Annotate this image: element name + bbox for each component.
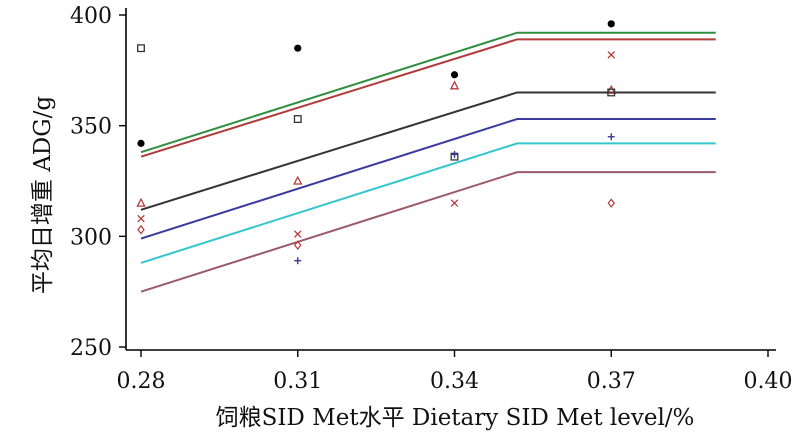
x-ticks: 0.28 0.31 0.34 0.37 0.40 bbox=[117, 350, 793, 394]
y-tick-label: 400 bbox=[70, 4, 112, 29]
y-tick-label: 300 bbox=[70, 225, 112, 250]
axes bbox=[125, 8, 776, 351]
data-point-cross bbox=[293, 230, 302, 238]
data-point-diamond bbox=[607, 198, 616, 208]
data-point-diamond bbox=[293, 240, 302, 250]
data-point-dot bbox=[607, 20, 615, 28]
data-point-square bbox=[607, 88, 616, 97]
data-point-triangle bbox=[293, 175, 303, 185]
data-point-plus bbox=[294, 257, 302, 265]
series-line-5 bbox=[140, 142, 716, 264]
series-line-1 bbox=[140, 31, 716, 154]
y-tick-label: 250 bbox=[70, 336, 112, 361]
data-point-cross bbox=[137, 214, 145, 223]
data-point-square bbox=[137, 44, 145, 53]
data-point-diamond bbox=[137, 224, 145, 235]
y-axis-title: 平均日增重 ADG/g bbox=[30, 96, 56, 294]
series-line-3 bbox=[140, 91, 716, 211]
data-point-plus bbox=[607, 133, 615, 141]
x-tick-label: 0.37 bbox=[587, 369, 636, 394]
series-markers bbox=[136, 20, 616, 265]
data-point-square bbox=[293, 115, 302, 123]
series-line-4 bbox=[140, 118, 716, 240]
data-point-triangle bbox=[136, 197, 146, 207]
data-point-cross bbox=[450, 199, 459, 207]
series-line-6 bbox=[140, 171, 716, 293]
data-point-plus bbox=[451, 150, 458, 158]
x-tick-label: 0.40 bbox=[744, 369, 793, 394]
data-point-dot bbox=[294, 44, 302, 52]
x-axis-title: 饲粮SID Met水平 Dietary SID Met level/% bbox=[216, 405, 695, 431]
x-tick-label: 0.34 bbox=[430, 369, 479, 394]
x-tick-label: 0.28 bbox=[117, 369, 166, 394]
data-point-cross bbox=[607, 51, 616, 59]
series-line-2 bbox=[140, 38, 716, 158]
data-point-dot bbox=[450, 71, 459, 79]
y-ticks: 250 300 350 400 bbox=[70, 4, 126, 361]
series-lines bbox=[140, 31, 716, 293]
data-point-dot bbox=[137, 139, 145, 147]
y-tick-label: 350 bbox=[70, 115, 112, 140]
x-tick-label: 0.31 bbox=[273, 369, 322, 394]
data-point-triangle bbox=[449, 80, 460, 90]
